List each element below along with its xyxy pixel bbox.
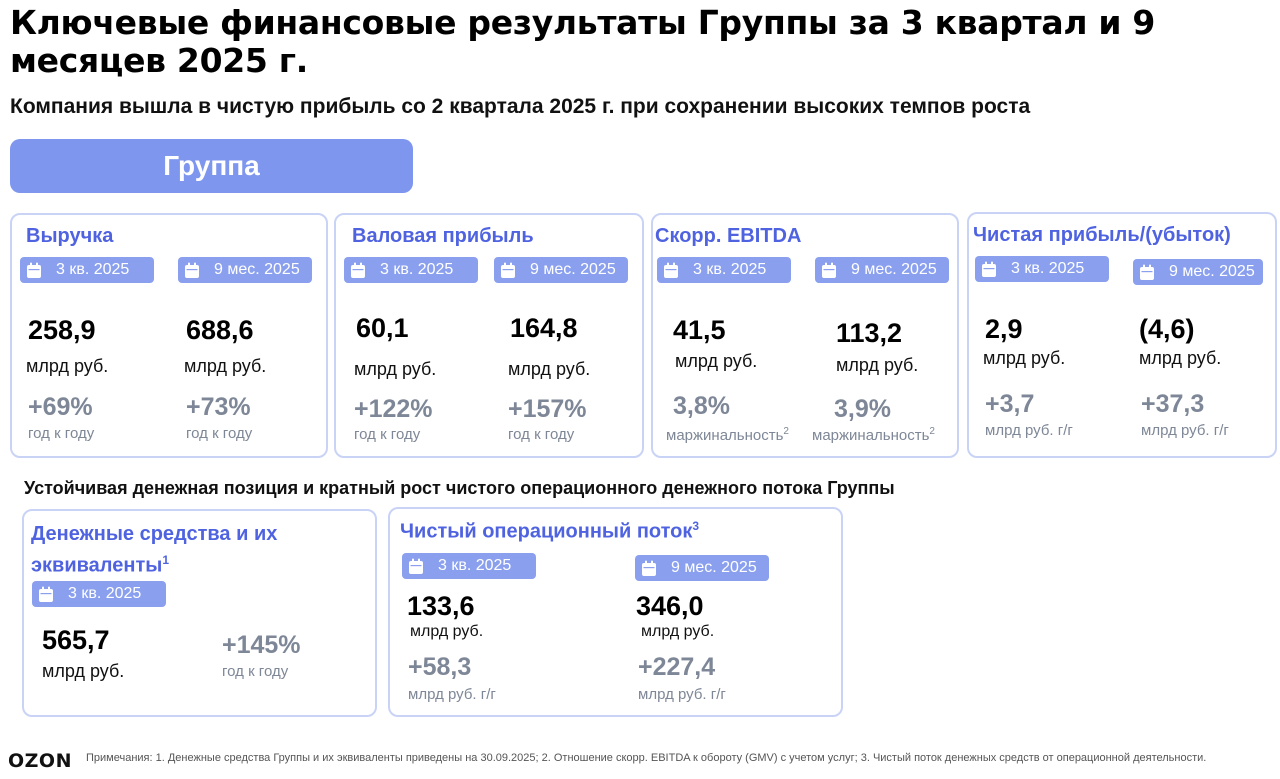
metric-change-9m: +37,3: [1141, 390, 1205, 418]
period-pill-9m: 9 мес. 2025: [1133, 259, 1263, 285]
metric-change-9m: 3,9%: [834, 395, 891, 423]
metric-value-q3: 133,6: [407, 591, 475, 621]
metric-change-q3: 3,8%: [673, 392, 730, 420]
metric-value-q3: 41,5: [673, 315, 726, 345]
metric-unit-9m: млрд руб.: [836, 355, 919, 375]
metric-value-9m: 164,8: [510, 313, 578, 343]
period-label: 3 кв. 2025: [438, 557, 512, 574]
metric-change-note-9m: год к году: [508, 426, 575, 443]
metric-change-q3: +3,7: [985, 390, 1035, 418]
page-title: Ключевые финансовые результаты Группы за…: [10, 3, 1156, 80]
period-label: 9 мес. 2025: [671, 559, 757, 576]
metric-unit: млрд руб.: [42, 661, 125, 681]
period-pill-q3: 3 кв. 2025: [32, 581, 166, 607]
period-label: 9 мес. 2025: [1169, 263, 1255, 280]
metric-value-9m: (4,6): [1139, 314, 1195, 344]
metric-value: 565,7: [42, 625, 110, 655]
card-title: Валовая прибыль: [352, 225, 534, 247]
revenue-card: Выручка 3 кв. 2025 9 мес. 2025 258,9 млр…: [10, 213, 328, 458]
metric-value-q3: 2,9: [985, 314, 1023, 344]
period-label: 3 кв. 2025: [693, 261, 767, 278]
metric-unit-9m: млрд руб.: [1139, 348, 1222, 368]
ozon-logo: OZON: [8, 750, 72, 772]
metric-change-note-q3: маржинальность2: [666, 426, 789, 444]
metric-unit-9m: млрд руб.: [641, 623, 715, 640]
metric-unit-q3: млрд руб.: [26, 356, 109, 376]
calendar-icon: [1139, 264, 1155, 281]
cash-card: Денежные средства и их эквиваленты1 3 кв…: [22, 509, 377, 717]
calendar-icon: [981, 261, 997, 278]
metric-change-9m: +157%: [508, 395, 587, 423]
metric-change-9m: +73%: [186, 393, 251, 421]
metric-change-note-q3: млрд руб. г/г: [408, 686, 496, 703]
metric-change-note-9m: млрд руб. г/г: [1141, 422, 1229, 439]
period-label: 9 мес. 2025: [851, 261, 937, 278]
calendar-icon: [500, 262, 516, 279]
metric-change: +145%: [222, 631, 301, 659]
calendar-icon: [663, 262, 679, 279]
metric-change-note: год к году: [222, 663, 289, 680]
period-pill-9m: 9 мес. 2025: [815, 257, 949, 283]
metric-unit-9m: млрд руб.: [508, 359, 591, 379]
metric-change-9m: +227,4: [638, 653, 716, 681]
period-label: 3 кв. 2025: [68, 585, 142, 602]
calendar-icon: [184, 262, 200, 279]
section-title: Устойчивая денежная позиция и кратный ро…: [24, 478, 895, 498]
period-label: 3 кв. 2025: [56, 261, 130, 278]
period-pill-9m: 9 мес. 2025: [635, 555, 769, 581]
metric-change-note-q3: год к году: [354, 426, 421, 443]
metric-value-q3: 258,9: [28, 315, 96, 345]
metric-change-note-9m: млрд руб. г/г: [638, 686, 726, 703]
calendar-icon: [38, 586, 54, 603]
metric-change-note-9m: год к году: [186, 425, 253, 442]
period-pill-q3: 3 кв. 2025: [657, 257, 791, 283]
gross-profit-card: Валовая прибыль 3 кв. 2025 9 мес. 2025 6…: [334, 213, 644, 458]
metric-unit-q3: млрд руб.: [410, 623, 484, 640]
card-title: Чистая прибыль/(убыток): [973, 224, 1231, 246]
period-pill-9m: 9 мес. 2025: [178, 257, 312, 283]
metric-unit-q3: млрд руб.: [675, 351, 758, 371]
metric-change-q3: +69%: [28, 393, 93, 421]
metric-unit-q3: млрд руб.: [354, 359, 437, 379]
group-header: Группа: [10, 139, 413, 193]
metric-change-note-q3: год к году: [28, 425, 95, 442]
period-pill-q3: 3 кв. 2025: [402, 553, 536, 579]
metric-change-note-9m: маржинальность2: [812, 426, 935, 444]
period-label: 3 кв. 2025: [1011, 260, 1085, 277]
period-pill-9m: 9 мес. 2025: [494, 257, 628, 283]
period-pill-q3: 3 кв. 2025: [20, 257, 154, 283]
ebitda-card: Скорр. EBITDA 3 кв. 2025 9 мес. 2025 41,…: [651, 213, 959, 458]
metric-value-9m: 346,0: [636, 591, 704, 621]
operating-cash-flow-card: Чистый операционный поток3 3 кв. 2025 9 …: [388, 507, 843, 717]
metric-value-q3: 60,1: [356, 313, 409, 343]
period-label: 9 мес. 2025: [530, 261, 616, 278]
calendar-icon: [641, 560, 657, 577]
metric-change-q3: +122%: [354, 395, 433, 423]
period-label: 9 мес. 2025: [214, 261, 300, 278]
card-title: Выручка: [26, 225, 114, 247]
metric-change-note-q3: млрд руб. г/г: [985, 422, 1073, 439]
period-label: 3 кв. 2025: [380, 261, 454, 278]
metric-value-9m: 688,6: [186, 315, 254, 345]
period-pill-q3: 3 кв. 2025: [344, 257, 478, 283]
calendar-icon: [408, 558, 424, 575]
footnotes: Примечания: 1. Денежные средства Группы …: [86, 752, 1207, 764]
card-title: Денежные средства и их эквиваленты1: [31, 523, 278, 577]
card-title: Чистый операционный поток3: [400, 519, 700, 543]
calendar-icon: [350, 262, 366, 279]
calendar-icon: [26, 262, 42, 279]
metric-value-9m: 113,2: [836, 318, 903, 348]
page-subtitle: Компания вышла в чистую прибыль со 2 ква…: [10, 95, 1031, 118]
calendar-icon: [821, 262, 837, 279]
metric-unit-q3: млрд руб.: [983, 348, 1066, 368]
net-profit-card: Чистая прибыль/(убыток) 3 кв. 2025 9 мес…: [967, 212, 1277, 458]
metric-change-q3: +58,3: [408, 653, 472, 681]
card-title: Скорр. EBITDA: [655, 225, 802, 247]
period-pill-q3: 3 кв. 2025: [975, 256, 1109, 282]
metric-unit-9m: млрд руб.: [184, 356, 267, 376]
